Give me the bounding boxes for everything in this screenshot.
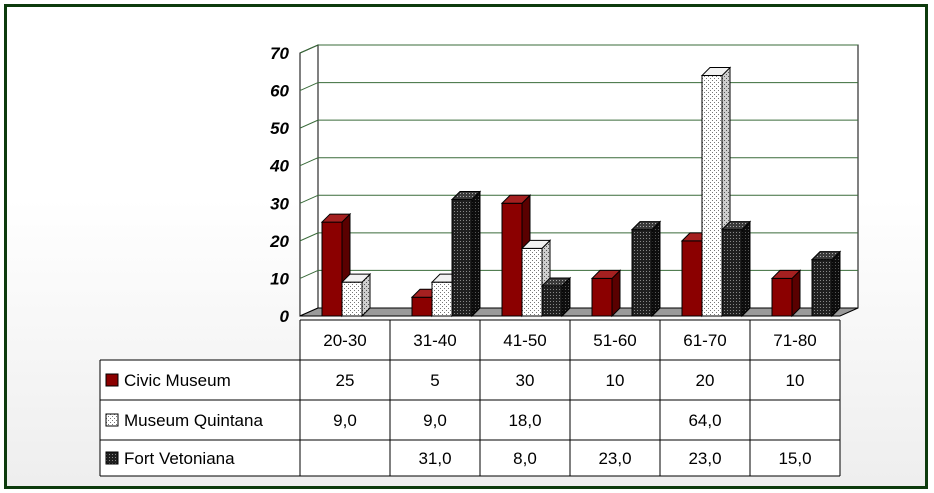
bar-fort-vetoniana bbox=[450, 190, 482, 318]
data-label: 23,0 bbox=[688, 449, 721, 468]
legend-key-civic-museum bbox=[105, 373, 119, 387]
y-tick-label: 40 bbox=[269, 157, 289, 176]
gridline-side bbox=[299, 232, 319, 242]
y-tick-label: 10 bbox=[270, 269, 289, 288]
side-wall bbox=[299, 44, 319, 317]
data-label: 25 bbox=[336, 371, 355, 390]
bar-civic-museum bbox=[590, 269, 622, 318]
y-tick-label: 0 bbox=[280, 307, 290, 326]
y-tick-label: 50 bbox=[270, 119, 289, 138]
gridline-side bbox=[299, 44, 319, 54]
gridline-side bbox=[299, 82, 319, 92]
x-tick-label: 61-70 bbox=[683, 331, 726, 350]
bar-fort-vetoniana bbox=[630, 220, 662, 318]
data-label: 18,0 bbox=[508, 411, 541, 430]
gridline-side bbox=[299, 157, 319, 167]
data-label: 10 bbox=[786, 371, 805, 390]
bar-fort-vetoniana bbox=[720, 220, 752, 318]
data-label: 23,0 bbox=[598, 449, 631, 468]
x-tick-label: 20-30 bbox=[323, 331, 366, 350]
series-label: Museum Quintana bbox=[124, 411, 263, 430]
data-label: 9,0 bbox=[423, 411, 447, 430]
bar-fort-vetoniana bbox=[540, 276, 572, 318]
data-label: 9,0 bbox=[333, 411, 357, 430]
series-label: Civic Museum bbox=[124, 371, 231, 390]
data-label: 15,0 bbox=[778, 449, 811, 468]
legend-key-fort-vetoniana bbox=[105, 451, 119, 465]
bar-civic-museum bbox=[770, 269, 802, 318]
bar-museum-quintana bbox=[340, 272, 372, 318]
data-label: 10 bbox=[606, 371, 625, 390]
data-label: 5 bbox=[430, 371, 439, 390]
y-tick-label: 20 bbox=[269, 232, 289, 251]
y-tick-label: 70 bbox=[270, 44, 289, 63]
data-label: 31,0 bbox=[418, 449, 451, 468]
gridline-side bbox=[299, 194, 319, 204]
x-tick-label: 51-60 bbox=[593, 331, 636, 350]
legend-key-museum-quintana bbox=[105, 413, 119, 427]
y-tick-label: 30 bbox=[270, 194, 289, 213]
series-label: Fort Vetoniana bbox=[124, 449, 235, 468]
data-label: 20 bbox=[696, 371, 715, 390]
data-label: 64,0 bbox=[688, 411, 721, 430]
y-tick-label: 60 bbox=[270, 82, 289, 101]
gridline-side bbox=[299, 119, 319, 129]
x-tick-label: 31-40 bbox=[413, 331, 456, 350]
data-label: 8,0 bbox=[513, 449, 537, 468]
x-tick-label: 71-80 bbox=[773, 331, 816, 350]
data-label: 30 bbox=[516, 371, 535, 390]
back-wall bbox=[317, 44, 859, 309]
bar-fort-vetoniana bbox=[810, 250, 842, 318]
gridline-side bbox=[299, 269, 319, 279]
x-tick-label: 41-50 bbox=[503, 331, 546, 350]
